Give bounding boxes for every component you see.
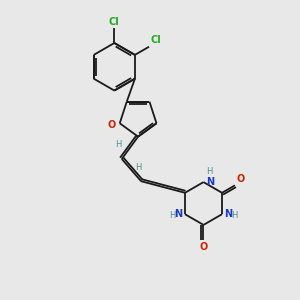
Text: O: O bbox=[236, 174, 244, 184]
Text: O: O bbox=[108, 120, 116, 130]
Text: H: H bbox=[206, 167, 212, 176]
Text: H: H bbox=[135, 163, 142, 172]
Text: N: N bbox=[175, 209, 183, 219]
Text: H: H bbox=[169, 211, 176, 220]
Text: O: O bbox=[200, 242, 208, 252]
Text: N: N bbox=[206, 177, 214, 187]
Text: H: H bbox=[232, 211, 238, 220]
Text: Cl: Cl bbox=[109, 17, 120, 27]
Text: H: H bbox=[116, 140, 122, 149]
Text: Cl: Cl bbox=[151, 35, 161, 45]
Text: N: N bbox=[224, 209, 232, 219]
